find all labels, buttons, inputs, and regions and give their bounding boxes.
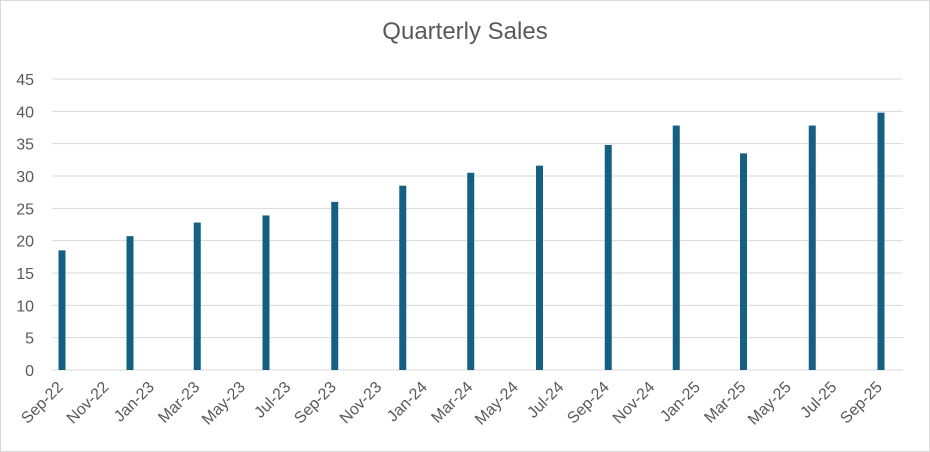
y-tick-label: 20 bbox=[16, 234, 34, 251]
x-tick-label: Jan-24 bbox=[384, 379, 431, 426]
x-tick-label: May-25 bbox=[745, 379, 795, 429]
bar bbox=[808, 125, 816, 370]
bar bbox=[604, 144, 612, 370]
x-tick-label: Sep-23 bbox=[291, 379, 340, 428]
chart-title: Quarterly Sales bbox=[382, 18, 548, 45]
x-tick-label: Sep-24 bbox=[564, 379, 613, 428]
x-tick-label: May-23 bbox=[199, 379, 249, 429]
x-tick-label: Nov-22 bbox=[64, 379, 113, 428]
x-tick-label: Nov-23 bbox=[337, 379, 386, 428]
y-tick-label: 10 bbox=[16, 298, 34, 315]
bar bbox=[193, 222, 201, 370]
x-tick-label: Nov-24 bbox=[610, 379, 659, 428]
bar bbox=[126, 236, 134, 370]
bar bbox=[399, 185, 407, 370]
y-tick-label: 35 bbox=[16, 137, 34, 154]
x-tick-label: Jul-23 bbox=[251, 379, 294, 422]
bar bbox=[262, 215, 270, 370]
y-tick-label: 0 bbox=[25, 363, 34, 380]
bar bbox=[672, 125, 680, 370]
x-tick-label: Mar-25 bbox=[701, 379, 749, 427]
bar bbox=[58, 250, 66, 370]
y-tick-label: 25 bbox=[16, 201, 34, 218]
bar bbox=[331, 201, 339, 370]
bar bbox=[536, 165, 544, 370]
x-tick-label: Sep-22 bbox=[18, 379, 67, 428]
y-tick-label: 5 bbox=[25, 331, 34, 348]
x-tick-label: Sep-25 bbox=[837, 379, 886, 428]
x-tick-label: Jul-25 bbox=[797, 379, 840, 422]
x-tick-label: Mar-23 bbox=[155, 379, 203, 427]
x-tick-label: May-24 bbox=[472, 379, 522, 429]
x-tick-label: Mar-24 bbox=[428, 379, 476, 427]
y-tick-label: 45 bbox=[16, 72, 34, 89]
x-tick-label: Jan-25 bbox=[657, 379, 704, 426]
bar bbox=[877, 112, 885, 371]
bar bbox=[467, 172, 475, 370]
y-tick-label: 15 bbox=[16, 266, 34, 283]
y-tick-label: 30 bbox=[16, 169, 34, 186]
bar bbox=[740, 153, 748, 370]
x-tick-label: Jan-23 bbox=[111, 379, 158, 426]
x-tick-label: Jul-24 bbox=[524, 379, 567, 422]
y-tick-label: 40 bbox=[16, 104, 34, 121]
